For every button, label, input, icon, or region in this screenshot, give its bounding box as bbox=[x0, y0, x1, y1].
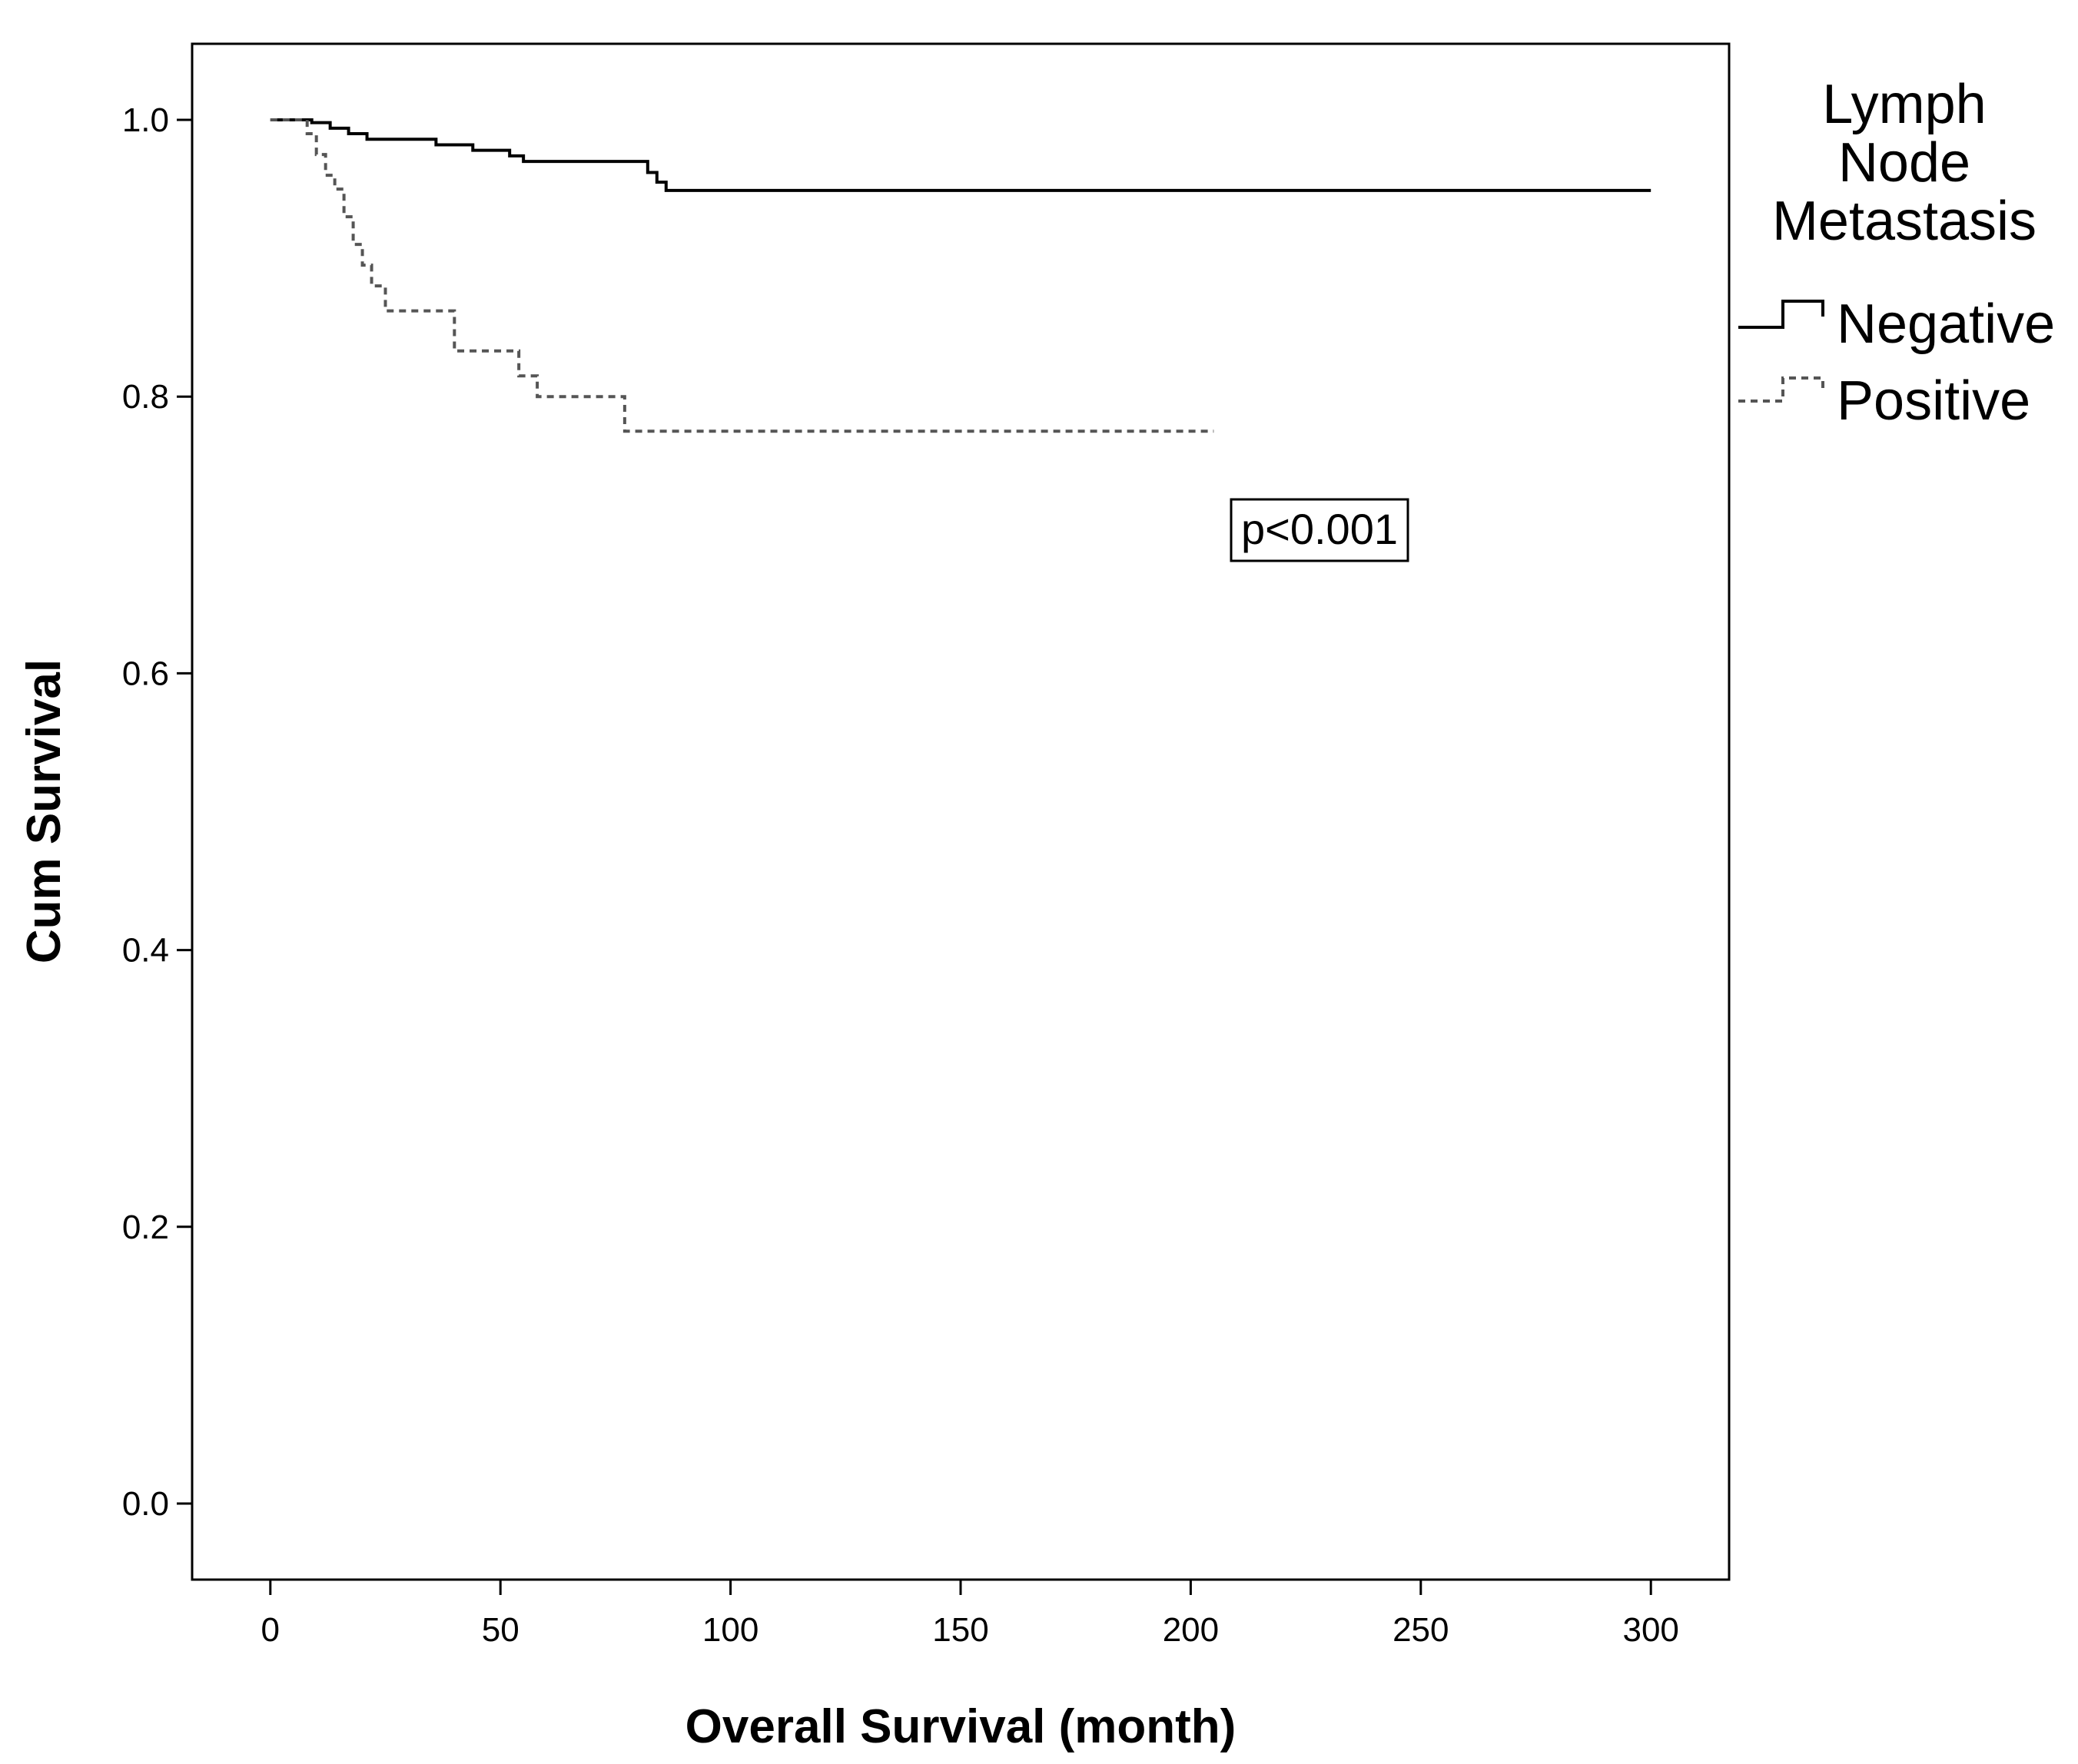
y-tick-label: 0.6 bbox=[122, 655, 169, 692]
legend-swatch-negative bbox=[1738, 300, 1824, 329]
legend-label-negative: Negative bbox=[1837, 293, 2055, 355]
p-value-text: p<0.001 bbox=[1241, 505, 1398, 553]
legend-title-line-1: Lymph bbox=[1822, 74, 1986, 135]
y-tick-label: 0.0 bbox=[122, 1485, 169, 1523]
series-line-positive bbox=[270, 118, 1214, 433]
y-tick-label: 0.4 bbox=[122, 932, 169, 970]
y-tick-label: 0.8 bbox=[122, 378, 169, 416]
series-line-negative bbox=[270, 118, 1651, 192]
x-tick-label: 0 bbox=[261, 1611, 280, 1649]
legend-swatch-positive bbox=[1738, 376, 1824, 403]
y-axis-title: Cum Survival bbox=[18, 659, 71, 963]
series-layer bbox=[270, 118, 1651, 433]
p-value-annotation: p<0.001 bbox=[1230, 498, 1409, 562]
x-tick-label: 300 bbox=[1622, 1611, 1678, 1649]
y-tick-label: 0.2 bbox=[122, 1209, 169, 1246]
legend-title-line-2: Node bbox=[1838, 132, 1970, 194]
x-axis-title: Overall Survival (month) bbox=[685, 1700, 1237, 1753]
x-tick-label: 250 bbox=[1393, 1611, 1449, 1649]
x-axis: 0 50 100 150 200 250 300 bbox=[261, 1580, 1679, 1649]
x-tick-label: 50 bbox=[482, 1611, 520, 1649]
y-axis: 0.0 0.2 0.4 0.6 0.8 1.0 bbox=[122, 101, 192, 1523]
x-tick-label: 150 bbox=[932, 1611, 988, 1649]
legend: Lymph Node Metastasis Negative Positive bbox=[1738, 74, 2055, 432]
legend-title-line-3: Metastasis bbox=[1772, 191, 2037, 252]
x-tick-label: 200 bbox=[1163, 1611, 1219, 1649]
plot-frame bbox=[191, 42, 1731, 1581]
y-tick-label: 1.0 bbox=[122, 101, 169, 139]
legend-label-positive: Positive bbox=[1837, 370, 2030, 432]
x-tick-label: 100 bbox=[702, 1611, 759, 1649]
p-value-box bbox=[1230, 498, 1409, 562]
